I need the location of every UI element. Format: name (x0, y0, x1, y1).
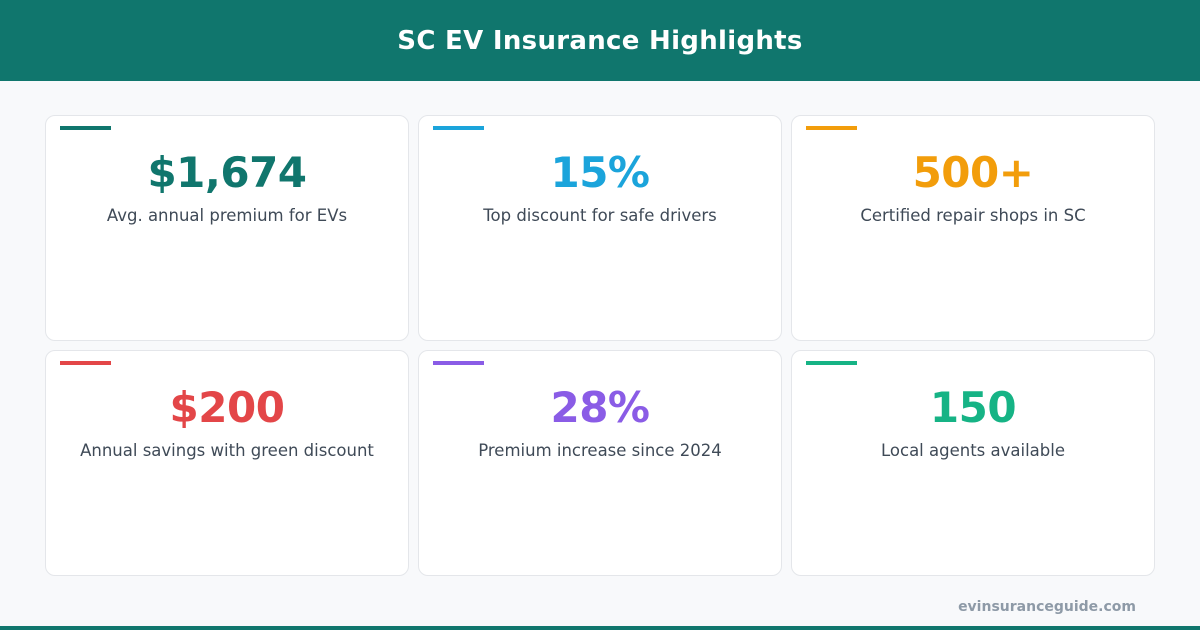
stat-value: $1,674 (147, 148, 307, 197)
card-accent-bar (433, 126, 484, 130)
stat-label: Annual savings with green discount (80, 441, 374, 460)
card-accent-bar (60, 126, 111, 130)
stat-card-green-savings: $200 Annual savings with green discount (45, 350, 409, 576)
card-accent-bar (806, 126, 857, 130)
footer-accent-bar (0, 626, 1200, 630)
stat-label: Top discount for safe drivers (483, 206, 717, 225)
stat-value: 500+ (912, 148, 1034, 197)
card-accent-bar (433, 361, 484, 365)
stat-value: $200 (169, 383, 285, 432)
stats-grid: $1,674 Avg. annual premium for EVs 15% T… (45, 115, 1155, 576)
stat-value: 28% (550, 383, 650, 432)
stat-card-local-agents: 150 Local agents available (791, 350, 1155, 576)
page-title: SC EV Insurance Highlights (397, 25, 803, 56)
stat-card-safe-driver-discount: 15% Top discount for safe drivers (418, 115, 782, 341)
stat-value: 15% (550, 148, 650, 197)
stat-card-avg-premium: $1,674 Avg. annual premium for EVs (45, 115, 409, 341)
header-banner: SC EV Insurance Highlights (0, 0, 1200, 81)
stat-label: Local agents available (881, 441, 1065, 460)
footer-site-url: evinsuranceguide.com (958, 599, 1136, 615)
card-accent-bar (806, 361, 857, 365)
stat-card-repair-shops: 500+ Certified repair shops in SC (791, 115, 1155, 341)
stat-label: Premium increase since 2024 (478, 441, 722, 460)
stat-label: Avg. annual premium for EVs (106, 206, 348, 225)
stat-card-premium-increase: 28% Premium increase since 2024 (418, 350, 782, 576)
card-accent-bar (60, 361, 111, 365)
stat-label: Certified repair shops in SC (860, 206, 1086, 225)
stat-value: 150 (929, 383, 1017, 432)
